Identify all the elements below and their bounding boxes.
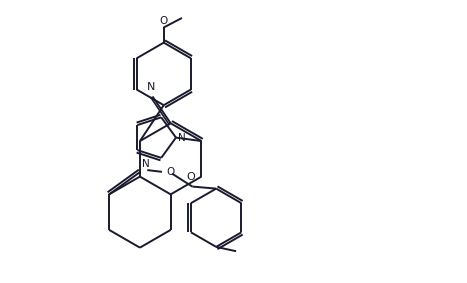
Text: O: O bbox=[160, 16, 168, 26]
Text: O: O bbox=[186, 171, 195, 182]
Text: O: O bbox=[166, 167, 174, 177]
Text: N: N bbox=[178, 134, 185, 143]
Text: N: N bbox=[147, 82, 155, 92]
Text: N: N bbox=[142, 159, 150, 169]
